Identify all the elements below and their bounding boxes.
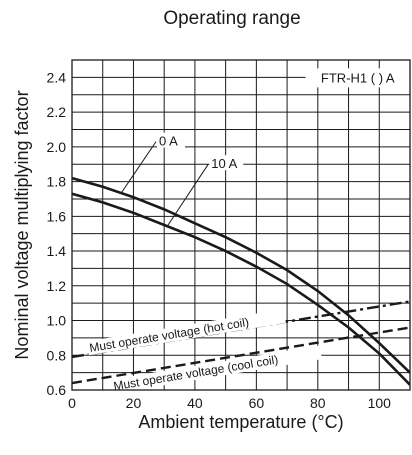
legend-box-label: FTR-H1 ( ) A: [321, 70, 395, 85]
legend-box-bg: [305, 68, 410, 88]
label-10a: 10 A: [211, 156, 237, 171]
x-tick-label: 60: [249, 395, 265, 411]
plot-frame: [71, 59, 411, 391]
y-tick-label: 1.2: [47, 278, 67, 294]
y-axis-title: Nominal voltage multiplying factor: [12, 90, 32, 359]
annotations: FTR-H1 ( ) A 0 A 10 A Must operate voltage …: [86, 68, 410, 394]
label-cool-coil-bg: [110, 345, 322, 394]
leader-10a: [166, 163, 209, 227]
label-cool-coil-group: Must operate voltage (cool coil): [110, 345, 322, 394]
x-tick-label: 40: [187, 395, 203, 411]
series-0a-line: [72, 176, 410, 374]
x-tick-label: 80: [310, 395, 326, 411]
chart-title: Operating range: [163, 8, 300, 29]
y-tick-label: 1.6: [47, 208, 67, 224]
tick-labels: 0 20 40 60 80 100 0.6 0.8 1.0 1.2 1.4 1.6 1.8 2.0 2.2 2…: [47, 69, 392, 411]
x-tick-label: 20: [126, 395, 142, 411]
label-hot-coil-bg: [86, 309, 286, 356]
y-tick-label: 1.4: [47, 243, 67, 259]
y-tick-label: 2.4: [47, 69, 67, 85]
x-tick-label: 0: [68, 395, 76, 411]
y-tick-label: 2.0: [47, 139, 67, 155]
y-tick-label: 0.8: [47, 347, 67, 363]
y-tick-label: 1.8: [47, 174, 67, 190]
y-tick-label: 0.6: [47, 382, 67, 398]
x-axis-title: Ambient temperature (°C): [138, 412, 343, 432]
leader-0a: [120, 141, 157, 194]
y-tick-label: 1.0: [47, 313, 67, 329]
x-tick-label: 100: [368, 395, 392, 411]
series-10a-line: [72, 192, 410, 386]
series-cool-coil-line: [72, 326, 410, 385]
label-0a-bg: [157, 132, 186, 148]
label-10a-bg: [209, 155, 244, 171]
series-lines: [72, 176, 410, 386]
y-tick-label: 2.2: [47, 104, 67, 120]
label-0a: 0 A: [159, 134, 178, 149]
